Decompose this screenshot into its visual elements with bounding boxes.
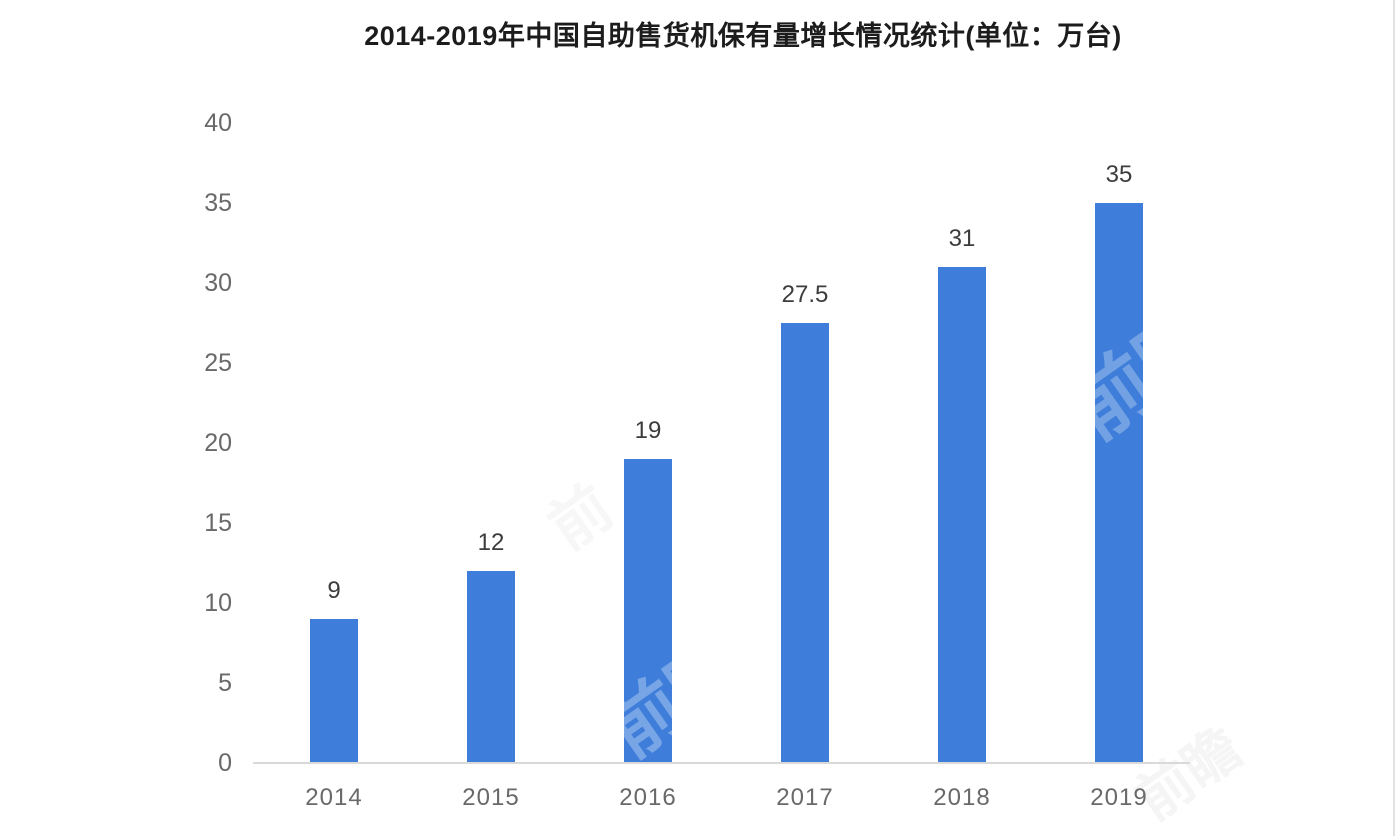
chart-title: 2014-2019年中国自助售货机保有量增长情况统计(单位：万台): [364, 21, 1122, 51]
y-axis-tick-label: 40: [204, 109, 232, 137]
bar: [467, 571, 515, 763]
x-axis-line: [253, 762, 1190, 764]
y-axis-tick-label: 20: [204, 429, 232, 457]
bar-value-label: 31: [948, 225, 976, 252]
x-axis-label: 2017: [776, 784, 834, 811]
bar-value-label: 9: [327, 577, 341, 604]
bar: [624, 459, 672, 763]
y-axis-tick-label: 30: [204, 269, 232, 297]
y-axis-tick-label: 35: [204, 189, 232, 217]
bar-value-label: 35: [1105, 161, 1133, 188]
bar: [310, 619, 358, 763]
y-axis-tick-label: 25: [204, 349, 232, 377]
bar-value-label: 27.5: [781, 281, 829, 308]
right-edge-line: [1393, 0, 1395, 836]
y-axis-tick-label: 10: [204, 589, 232, 617]
x-axis-label: 2014: [305, 784, 363, 811]
x-axis-label: 2018: [933, 784, 991, 811]
x-axis-label: 2015: [462, 784, 520, 811]
y-axis-tick-label: 0: [218, 749, 232, 777]
bar: [1095, 203, 1143, 763]
bar: [781, 323, 829, 763]
x-axis-label: 2019: [1090, 784, 1148, 811]
watermark: 前瞻: [594, 624, 759, 773]
x-axis-label: 2016: [619, 784, 677, 811]
bar: [938, 267, 986, 763]
y-axis-tick-label: 5: [218, 669, 232, 697]
bar-value-label: 19: [634, 417, 662, 444]
bar-value-label: 12: [477, 529, 505, 556]
y-axis-tick-label: 15: [204, 509, 232, 537]
